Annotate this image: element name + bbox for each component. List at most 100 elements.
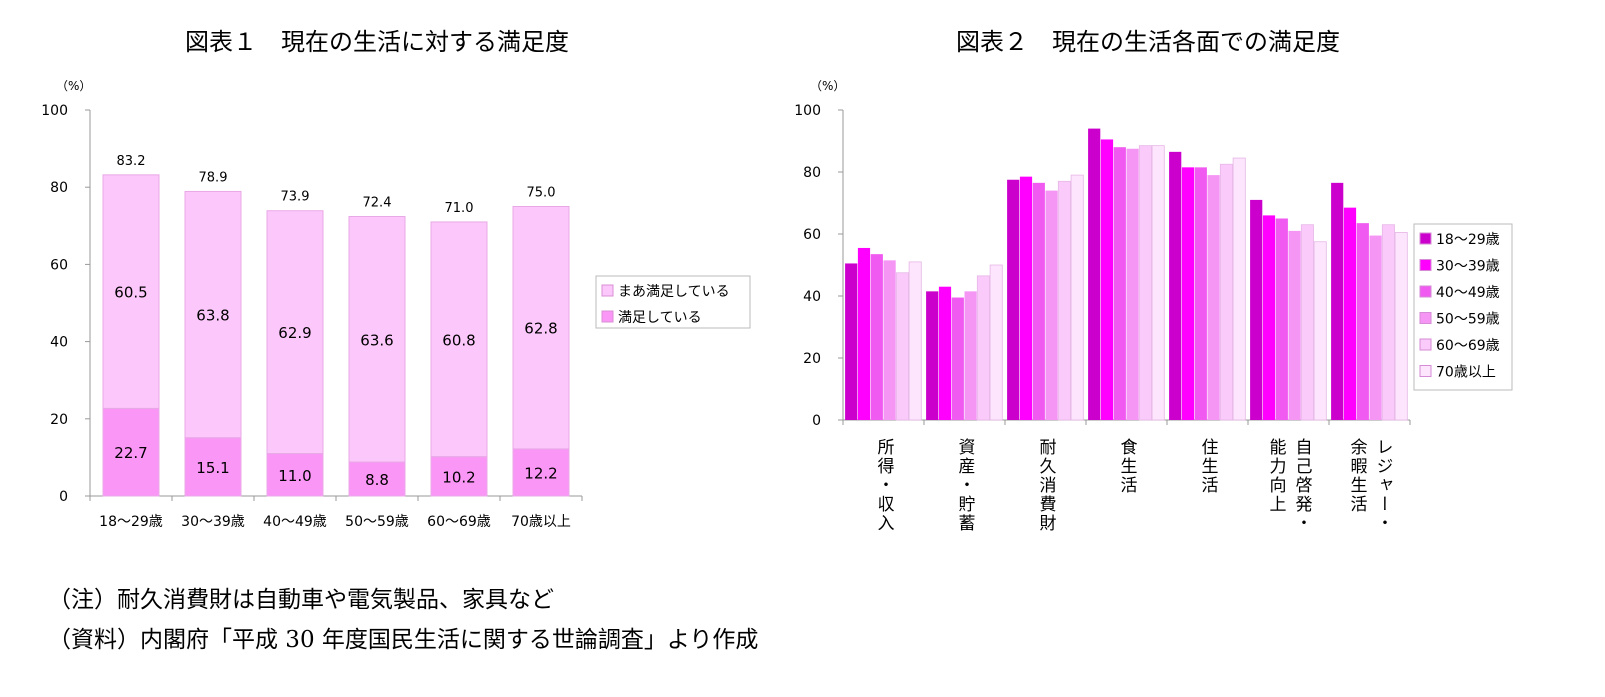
chart2-x-tick-label: 資産・貯蓄	[955, 438, 976, 533]
chart1-data-label: 63.8	[196, 307, 229, 325]
chart1-data-label: 60.5	[114, 284, 147, 302]
chart2-bar	[1100, 139, 1114, 420]
chart2-bar	[1300, 224, 1314, 421]
chart2-bar	[1019, 176, 1033, 420]
chart2-y-tick-label: 20	[803, 351, 821, 367]
chart1-x-tick-label: 60～69歳	[427, 514, 491, 530]
chart2-bar	[1331, 182, 1344, 420]
chart2-bar	[926, 291, 939, 420]
chart2-bar	[1275, 218, 1288, 420]
chart1-x-tick-label: 40～49歳	[263, 514, 327, 530]
chart1-legend-label: まあ満足している	[618, 284, 730, 300]
chart2-bar	[1232, 157, 1246, 421]
chart2-x-tick-label: 食生活	[1117, 438, 1138, 495]
chart1-data-label: 62.8	[524, 320, 557, 338]
chart1-data-label: 10.2	[442, 468, 475, 486]
chart2-bar	[1356, 223, 1369, 420]
chart2-legend-label: 50～59歳	[1436, 312, 1500, 328]
chart1-bar-segment	[512, 448, 570, 497]
chart2-bar	[870, 254, 883, 420]
chart2-y-tick-label: 80	[803, 165, 821, 181]
footnote-note: （注）耐久消費財は自動車や電気製品、家具など	[48, 587, 554, 613]
chart2-x-tick-label: レジャー・	[1373, 438, 1393, 533]
chart1-total-label: 73.9	[281, 190, 310, 205]
chart2-y-tick-label: 40	[803, 289, 821, 305]
chart1-y-tick-label: 20	[50, 412, 68, 428]
chart2-bar	[1250, 199, 1263, 420]
chart2-x-tick-label: 能力向上	[1266, 438, 1287, 514]
chart2-bar	[1169, 151, 1182, 420]
chart2-bar	[1262, 215, 1276, 420]
chart2-x-tick-label: 耐久消費財	[1036, 438, 1057, 533]
chart2-bar	[857, 247, 871, 420]
chart1-legend-swatch	[601, 284, 614, 297]
chart1-legend-swatch	[601, 310, 614, 323]
chart2-bar	[1032, 182, 1045, 420]
chart2-bar	[1113, 147, 1126, 420]
chart2-bar	[964, 291, 977, 420]
chart2-legend-box	[1413, 223, 1513, 391]
chart1-total-label: 71.0	[445, 201, 474, 216]
chart1-bar-segment	[102, 174, 160, 409]
chart1-bar-segment	[348, 216, 406, 463]
chart2-bar	[1288, 230, 1301, 420]
chart1-bar-segment	[266, 210, 324, 455]
chart1-bar-segment	[184, 190, 242, 439]
chart1-y-tick-label: 100	[41, 103, 68, 119]
chart2-bar	[1381, 224, 1395, 421]
chart2-legend-swatch	[1419, 285, 1432, 298]
chart2-bar	[1007, 179, 1020, 420]
chart1-y-tick-label: 80	[50, 180, 68, 196]
chart1-title: 図表１ 現在の生活に対する満足度	[185, 28, 569, 56]
chart2-bar	[895, 272, 909, 421]
chart1-total-label: 78.9	[199, 170, 228, 185]
chart1-data-label: 63.6	[360, 331, 393, 349]
chart2-bar	[1126, 148, 1139, 420]
chart2-legend-label: 18～29歳	[1436, 232, 1500, 248]
chart2-legend-swatch	[1419, 365, 1432, 377]
chart2-bar	[1369, 235, 1382, 420]
chart2-y-tick-label: 100	[794, 103, 821, 119]
chart2-bar	[1207, 175, 1220, 420]
chart1-bar-segment	[348, 461, 406, 497]
chart2-bar	[989, 264, 1003, 421]
chart2-bar	[845, 263, 858, 420]
chart2-bar	[1151, 145, 1165, 421]
chart1-x-tick-label: 18～29歳	[99, 514, 163, 530]
chart2-bar	[1313, 241, 1327, 421]
chart1-total-label: 75.0	[527, 186, 556, 201]
chart1-total-label: 83.2	[117, 154, 146, 169]
chart2-bar	[1057, 180, 1071, 421]
chart2-legend-label: 40～49歳	[1436, 285, 1500, 301]
chart1-bar-segment	[430, 221, 488, 458]
chart1-data-label: 60.8	[442, 331, 475, 349]
chart1-bar-segment	[266, 453, 324, 497]
chart1-bar-segment	[512, 206, 570, 450]
chart1-data-label: 62.9	[278, 324, 311, 342]
chart2-bar	[883, 260, 896, 420]
chart2-bar	[1181, 167, 1195, 420]
chart1-data-label: 12.2	[524, 464, 557, 482]
chart2-bar	[1194, 167, 1207, 420]
chart2-bar	[938, 286, 952, 420]
chart2-x-tick-label: 所得・収入	[874, 438, 895, 533]
chart1-bar-segment	[184, 437, 242, 497]
chart1-unit-label: （%）	[56, 79, 91, 93]
chart1-data-label: 8.8	[365, 471, 389, 489]
chart2-unit-label: （%）	[810, 79, 845, 93]
chart2-bar	[951, 297, 964, 420]
chart1-y-tick-label: 40	[50, 335, 68, 351]
chart2-legend-swatch	[1419, 338, 1432, 351]
chart1-data-label: 22.7	[114, 444, 147, 462]
chart1-legend-box	[595, 275, 751, 329]
chart1-y-tick-label: 0	[59, 489, 68, 505]
chart2-legend-swatch	[1419, 259, 1432, 271]
chart1-data-label: 15.1	[196, 459, 229, 477]
chart2-bar	[976, 275, 990, 421]
chart1-x-tick-label: 50～59歳	[345, 514, 409, 530]
chart2-legend-label: 30～39歳	[1436, 259, 1500, 275]
chart1-x-tick-label: 30～39歳	[181, 514, 245, 530]
chart2-legend-label: 60～69歳	[1436, 338, 1500, 354]
chart2-bar	[1045, 190, 1058, 420]
